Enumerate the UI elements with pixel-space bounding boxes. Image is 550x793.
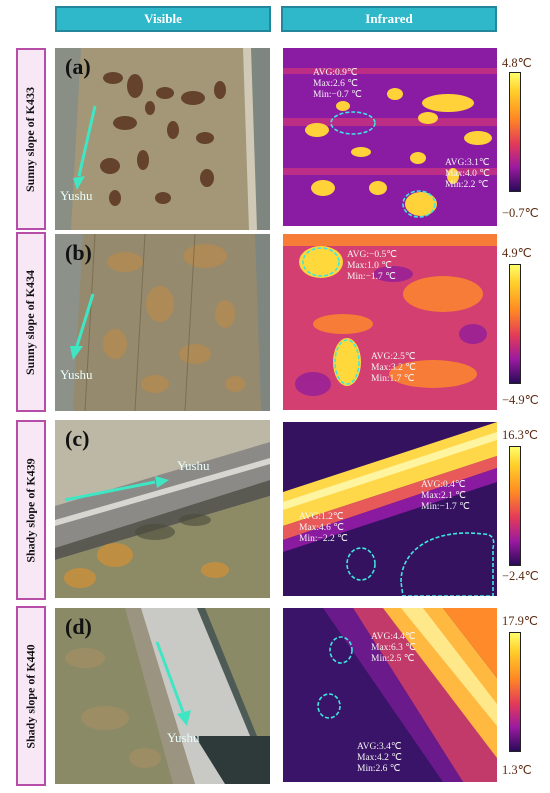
annotation-b1: AVG:−0.5℃ Max:1.0 ℃ Min:−1.7 ℃ (347, 250, 397, 282)
annotation-c2: AVG:0.4℃ Max:2.1 ℃ Min:−1.7 ℃ (421, 480, 470, 512)
row-label-k440: Shady slope of K440 (16, 606, 46, 786)
colorbar-c (509, 446, 521, 566)
infrared-image-c: AVG:1.2℃ Max:4.6 ℃ Min:−2.2 ℃ AVG:0.4℃ Max:… (283, 422, 497, 596)
annotation-a2: AVG:3.1℃ Max:4.0 ℃ Min:2.2 ℃ (445, 158, 490, 190)
visible-header: Visible (55, 6, 271, 32)
place-label-a: Yushu (60, 188, 93, 203)
colorbar-max-d: 17.9℃ (502, 614, 538, 628)
visible-photo-c: (c) Yushu (55, 420, 270, 598)
row-label-k434: Sunny slope of K434 (16, 232, 46, 412)
colorbar-min-b: −4.9℃ (502, 393, 539, 407)
place-label-c: Yushu (177, 458, 210, 473)
annotation-d2: AVG:3.4℃ Max:4.2 ℃ Min:2.6 ℃ (357, 742, 402, 774)
infrared-image-a: AVG:0.9℃ Max:2.6 ℃ Min:−0.7 ℃ AVG:3.1℃ Max:… (283, 48, 497, 226)
colorbar-b (509, 264, 521, 384)
panel-label-d: (d) (65, 614, 92, 639)
visible-photo-b: (b) Yushu (55, 234, 270, 411)
panel-label-a: (a) (65, 54, 91, 79)
visible-photo-d: (d) Yushu (55, 608, 270, 784)
row-label-k439: Shady slope of K439 (16, 420, 46, 600)
colorbar-min-c: −2.4℃ (502, 569, 539, 583)
colorbar-a (509, 72, 521, 192)
place-label-d: Yushu (167, 730, 200, 745)
place-label-b: Yushu (60, 367, 93, 382)
colorbar-max-b: 4.9℃ (502, 246, 532, 260)
annotation-b2: AVG:2.5℃ Max:3.2 ℃ Min:1.7 ℃ (371, 352, 416, 384)
visible-photo-a: (a) Yushu (55, 48, 270, 230)
colorbar-max-c: 16.3℃ (502, 428, 538, 442)
row-label-k433: Sunny slope of K433 (16, 48, 46, 230)
colorbar-min-d: 1.3℃ (502, 763, 532, 777)
panel-label-c: (c) (65, 426, 90, 451)
colorbar-max-a: 4.8℃ (502, 56, 532, 70)
colorbar-min-a: −0.7℃ (502, 206, 539, 220)
panel-label-b: (b) (65, 240, 92, 265)
infrared-image-d: AVG:4.4℃ Max:6.3 ℃ Min:2.5 ℃ AVG:3.4℃ Max:4… (283, 608, 497, 782)
infrared-image-b: AVG:−0.5℃ Max:1.0 ℃ Min:−1.7 ℃ AVG:2.5℃ Max… (283, 234, 497, 410)
colorbar-d (509, 632, 521, 752)
annotation-d1: AVG:4.4℃ Max:6.3 ℃ Min:2.5 ℃ (371, 632, 416, 664)
annotation-c1: AVG:1.2℃ Max:4.6 ℃ Min:−2.2 ℃ (299, 512, 348, 544)
annotation-a1: AVG:0.9℃ Max:2.6 ℃ Min:−0.7 ℃ (313, 68, 362, 100)
infrared-header: Infrared (281, 6, 497, 32)
